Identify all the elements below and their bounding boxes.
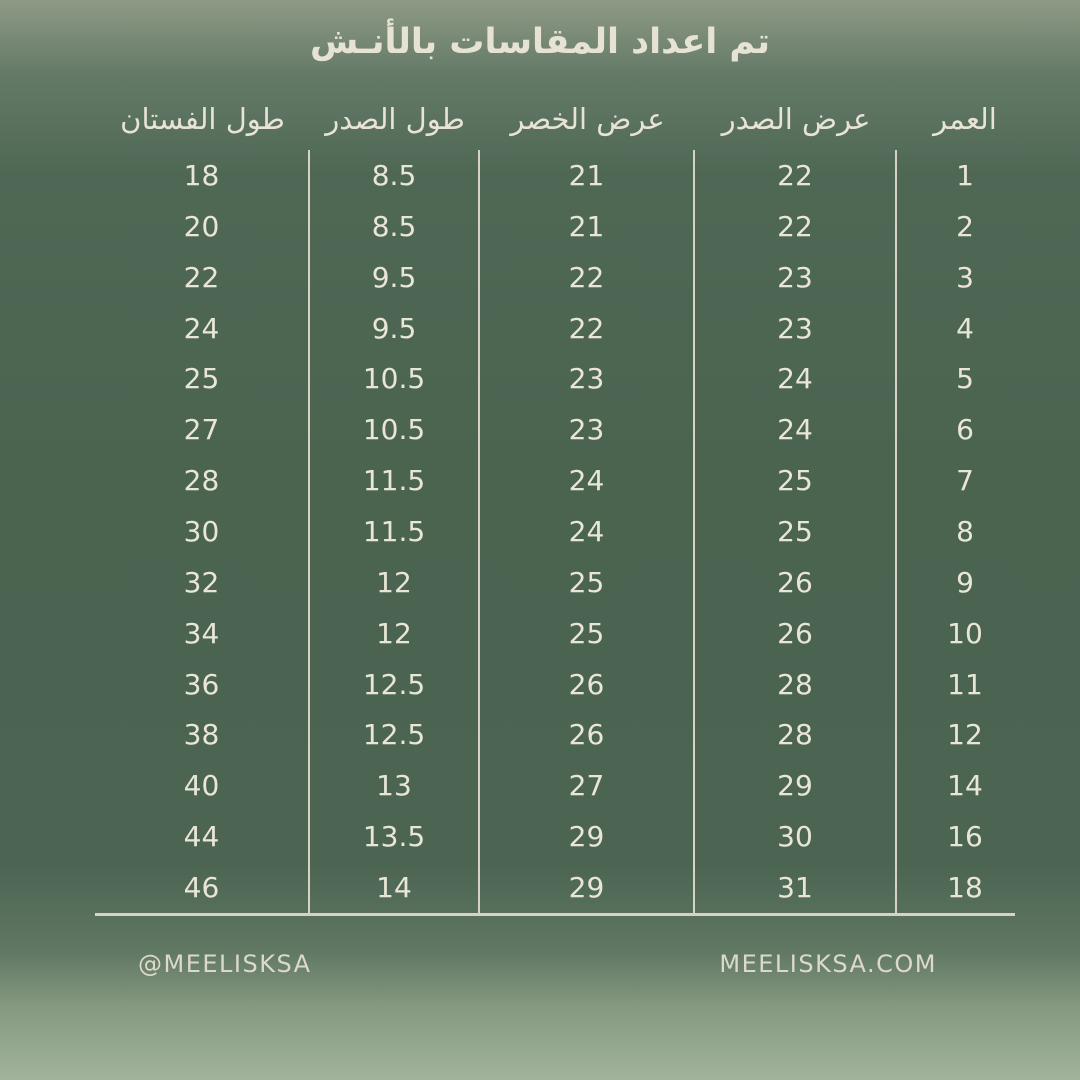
table-cell: 8 <box>956 514 974 548</box>
table-cell: 22 <box>568 260 605 294</box>
column-header-waist-width: عرض الخصر <box>510 102 665 136</box>
table-cell: 8.5 <box>371 209 417 243</box>
table-cell: 30 <box>183 514 220 548</box>
table-cell: 5 <box>956 362 974 396</box>
table-cell: 26 <box>777 616 813 650</box>
table-body: 18 20 22 24 25 27 28 30 32 34 36 38 40 44 46 8.5 8.5 9.5… <box>95 150 1015 916</box>
table-cell: 38 <box>183 718 220 752</box>
table-cell: 34 <box>183 616 220 650</box>
table-cell: 26 <box>568 667 605 701</box>
table-cell: 25 <box>777 514 813 548</box>
table-cell: 23 <box>777 311 813 345</box>
table-cell: 30 <box>777 820 813 854</box>
table-cell: 10.5 <box>362 362 426 396</box>
table-cell: 13.5 <box>362 820 426 854</box>
table-cell: 12.5 <box>362 718 426 752</box>
table-cell: 14 <box>947 769 983 803</box>
table-cell: 24 <box>183 311 220 345</box>
table-cell: 29 <box>568 870 605 904</box>
table-cell: 12 <box>376 616 412 650</box>
table-cell: 44 <box>183 820 220 854</box>
table-cell: 12.5 <box>362 667 426 701</box>
table-cell: 2 <box>956 209 974 243</box>
table-cell: 29 <box>777 769 813 803</box>
table-cell: 28 <box>777 667 813 701</box>
column-dress-length: 18 20 22 24 25 27 28 30 32 34 36 38 40 44 46 <box>95 150 310 913</box>
column-header-chest-length: طول الصدر <box>325 102 465 136</box>
table-cell: 20 <box>183 209 220 243</box>
table-cell: 40 <box>183 769 220 803</box>
table-cell: 9.5 <box>371 311 417 345</box>
table-cell: 1 <box>956 158 974 192</box>
table-cell: 22 <box>777 209 813 243</box>
table-cell: 6 <box>956 413 974 447</box>
column-age: 1 2 3 4 5 6 7 8 9 10 11 12 14 16 18 <box>897 150 1015 913</box>
table-cell: 24 <box>777 362 813 396</box>
table-cell: 14 <box>376 870 412 904</box>
table-cell: 24 <box>568 464 605 498</box>
table-cell: 10 <box>947 616 983 650</box>
size-table: طول الفستان طول الصدر عرض الخصر عرض الصد… <box>95 85 1015 916</box>
table-cell: 25 <box>568 616 605 650</box>
table-cell: 11.5 <box>362 464 426 498</box>
column-header-age: العمر <box>933 102 997 136</box>
instagram-handle: @MEELISKSA <box>138 950 312 978</box>
table-cell: 24 <box>568 514 605 548</box>
table-cell: 18 <box>947 870 983 904</box>
table-cell: 27 <box>183 413 220 447</box>
table-cell: 22 <box>183 260 220 294</box>
table-cell: 25 <box>568 565 605 599</box>
table-cell: 28 <box>183 464 220 498</box>
page-title: تم اعداد المقاسات بالأنـش <box>309 22 771 62</box>
table-cell: 31 <box>777 870 813 904</box>
column-chest-length: 8.5 8.5 9.5 9.5 10.5 10.5 11.5 11.5 12 12 12.5 12.5… <box>310 150 480 913</box>
table-cell: 11 <box>947 667 983 701</box>
table-cell: 10.5 <box>362 413 426 447</box>
table-cell: 7 <box>956 464 974 498</box>
table-cell: 9.5 <box>371 260 417 294</box>
table-cell: 28 <box>777 718 813 752</box>
table-header-row: طول الفستان طول الصدر عرض الخصر عرض الصد… <box>95 85 1015 150</box>
table-cell: 23 <box>777 260 813 294</box>
table-cell: 8.5 <box>371 158 417 192</box>
table-cell: 26 <box>777 565 813 599</box>
table-cell: 21 <box>568 158 605 192</box>
table-cell: 22 <box>568 311 605 345</box>
table-cell: 4 <box>956 311 974 345</box>
table-cell: 25 <box>183 362 220 396</box>
table-cell: 36 <box>183 667 220 701</box>
table-cell: 18 <box>183 158 220 192</box>
table-cell: 25 <box>777 464 813 498</box>
table-cell: 23 <box>568 362 605 396</box>
table-cell: 11.5 <box>362 514 426 548</box>
table-cell: 24 <box>777 413 813 447</box>
column-header-chest-width: عرض الصدر <box>721 102 871 136</box>
column-header-dress-length: طول الفستان <box>120 102 285 136</box>
table-cell: 9 <box>956 565 974 599</box>
column-chest-width: 22 22 23 23 24 24 25 25 26 26 28 28 29 30 31 <box>695 150 897 913</box>
website-url: MEELISKSA.COM <box>719 950 937 978</box>
table-cell: 12 <box>376 565 412 599</box>
table-cell: 23 <box>568 413 605 447</box>
table-cell: 12 <box>947 718 983 752</box>
table-cell: 29 <box>568 820 605 854</box>
table-cell: 32 <box>183 565 220 599</box>
table-cell: 13 <box>376 769 412 803</box>
column-waist-width: 21 21 22 22 23 23 24 24 25 25 26 26 27 29 29 <box>480 150 695 913</box>
table-cell: 27 <box>568 769 605 803</box>
table-cell: 22 <box>777 158 813 192</box>
table-cell: 21 <box>568 209 605 243</box>
table-cell: 3 <box>956 260 974 294</box>
table-cell: 16 <box>947 820 983 854</box>
table-cell: 26 <box>568 718 605 752</box>
table-cell: 46 <box>183 870 220 904</box>
